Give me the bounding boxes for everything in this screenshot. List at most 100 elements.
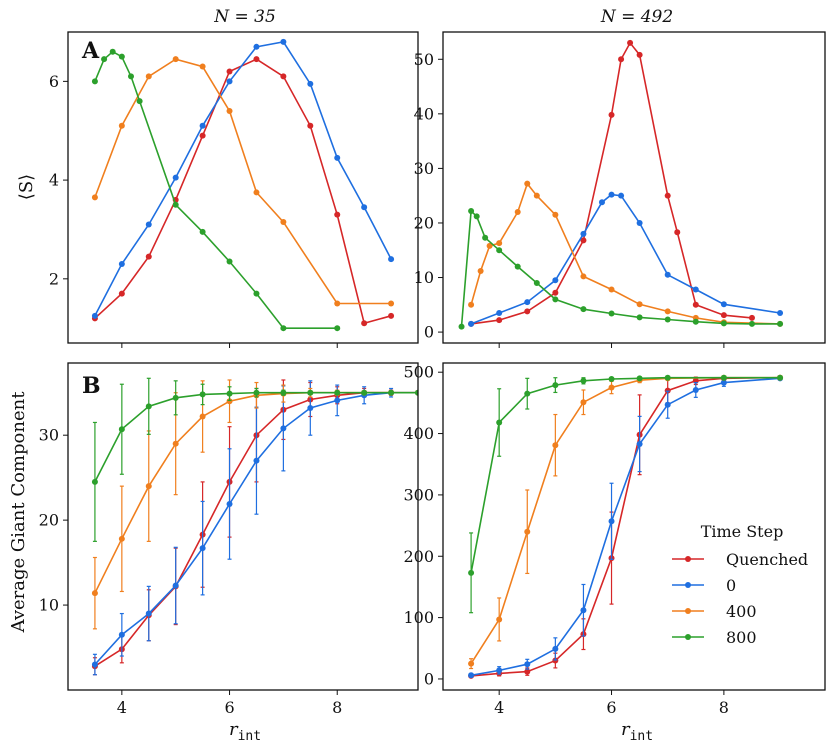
data-point (334, 154, 341, 161)
legend-label-800: 800 (726, 628, 757, 647)
data-point (253, 457, 260, 464)
panel-B-right: 4 6 8 0 100 200 300 400 500 (403, 362, 826, 717)
data-point (618, 56, 625, 63)
data-point (720, 320, 727, 327)
data-point (608, 191, 615, 198)
series-line (470, 41, 753, 325)
legend-entry-quenched: Quenched (672, 550, 808, 569)
data-point (627, 39, 634, 46)
data-point (468, 320, 475, 327)
data-point (552, 277, 559, 284)
data-point (777, 309, 784, 316)
data-point (580, 230, 587, 237)
data-point (636, 219, 643, 226)
data-point (280, 73, 287, 80)
series-line (470, 376, 781, 573)
panel-B-left: 4 6 8 10 20 30 (39, 362, 419, 717)
data-point (91, 78, 98, 85)
data-point (307, 405, 314, 412)
series-800 (91, 48, 341, 332)
data-point (118, 261, 125, 268)
x-tick-label: 6 (606, 698, 616, 717)
data-point (91, 478, 98, 485)
data-point (226, 398, 233, 405)
data-point (199, 228, 206, 235)
y-tick-label: 30 (39, 426, 59, 445)
data-point (552, 382, 559, 389)
data-point (145, 73, 152, 80)
data-point (118, 426, 125, 433)
y-tick-label: 10 (39, 596, 59, 615)
legend-entry-800: 800 (672, 628, 757, 647)
data-point (145, 483, 152, 490)
data-point (468, 207, 475, 214)
y-tick-label: 0 (424, 669, 434, 688)
data-point (636, 51, 643, 58)
data-point (514, 209, 521, 216)
data-point (524, 661, 531, 668)
data-point (533, 192, 540, 199)
x-tick-label: 6 (224, 698, 234, 717)
data-point (253, 56, 260, 63)
data-point (524, 180, 531, 187)
data-point (777, 320, 784, 327)
data-point (388, 389, 395, 396)
data-point (664, 316, 671, 323)
data-point (720, 374, 727, 381)
data-point (226, 258, 233, 265)
data-point (608, 111, 615, 118)
data-point (172, 56, 179, 63)
data-point (415, 389, 418, 396)
data-point (692, 318, 699, 325)
y-tick-label: 20 (414, 213, 434, 232)
data-point (468, 660, 475, 667)
data-point (280, 219, 287, 226)
legend-label-quenched: Quenched (726, 550, 808, 569)
data-point (118, 631, 125, 638)
y-tick-label: 2 (49, 269, 59, 288)
data-point (334, 397, 341, 404)
data-point (664, 374, 671, 381)
xlabel-right: rint (621, 719, 653, 744)
data-point (496, 240, 503, 247)
data-point (145, 221, 152, 228)
data-point (514, 263, 521, 270)
legend-entry-0: 0 (672, 576, 736, 595)
y-tick-label: 10 (414, 268, 434, 287)
data-point (664, 192, 671, 199)
series-0 (91, 380, 418, 676)
series-line (94, 391, 392, 667)
data-point (253, 290, 260, 297)
data-point (636, 314, 643, 321)
x-tick-label: 4 (494, 698, 504, 717)
data-point (552, 645, 559, 652)
series-line (94, 41, 392, 317)
data-point (496, 667, 503, 674)
series-quenched (91, 379, 395, 676)
data-point (692, 286, 699, 293)
series-0 (91, 38, 395, 319)
xlabel-left-subscript: int (238, 729, 261, 744)
panel-label-A: A (81, 38, 100, 64)
series-400 (91, 56, 395, 307)
series-0 (468, 191, 784, 327)
data-point (473, 213, 480, 220)
data-point (580, 273, 587, 280)
data-point (118, 290, 125, 297)
data-point (334, 211, 341, 218)
legend: Time Step Quenched 0 400 800 (672, 522, 808, 647)
data-point (458, 323, 465, 330)
y-tick-label: 20 (39, 511, 59, 530)
data-point (307, 389, 314, 396)
plot-frame (442, 362, 826, 691)
data-point (580, 399, 587, 406)
data-point (145, 610, 152, 617)
data-point (307, 122, 314, 129)
data-point (524, 308, 531, 315)
data-point (145, 403, 152, 410)
panel-A-left: 2 4 6 (49, 31, 419, 348)
xlabel-right-subscript: int (630, 729, 653, 744)
panel-label-B: B (82, 373, 101, 399)
ylabel-S: ⟨S⟩ (16, 174, 37, 200)
